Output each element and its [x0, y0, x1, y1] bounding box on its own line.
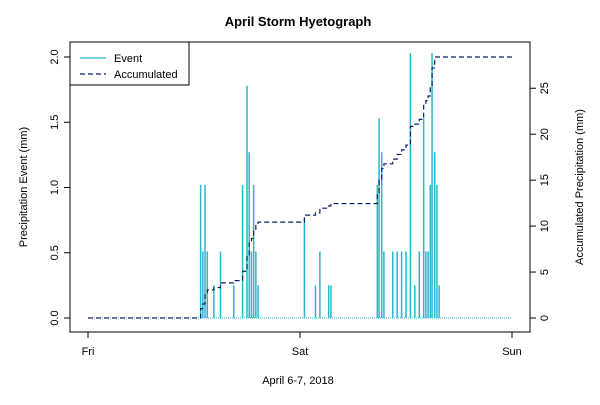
left-tick-label: 0.0 [49, 310, 61, 325]
legend: Event Accumulated [69, 41, 190, 86]
right-axis-label: Accumulated Precipitation (mm) [574, 109, 586, 265]
right-tick-label: 20 [539, 128, 551, 140]
legend-event-label: Event [114, 53, 142, 65]
right-tick-label: 10 [539, 220, 551, 232]
right-tick-label: 15 [539, 174, 551, 186]
left-axis-label: Precipitation Event (mm) [18, 127, 30, 247]
left-tick-label: 1.0 [49, 180, 61, 195]
x-tick-label: Fri [82, 346, 95, 358]
right-tick-label: 5 [539, 269, 551, 275]
left-tick-label: 2.0 [49, 49, 61, 64]
chart-title: April Storm Hyetograph [225, 14, 372, 29]
right-tick-label: 0 [539, 315, 551, 321]
accumulated-line [88, 56, 512, 319]
x-tick-label: Sat [292, 346, 309, 358]
legend-box [69, 41, 190, 86]
x-axis-label: April 6-7, 2018 [262, 375, 334, 387]
legend-accumulated-label: Accumulated [114, 69, 178, 81]
left-tick-label: 1.5 [49, 115, 61, 130]
right-y-axis: 0 5 10 15 20 25 [529, 82, 551, 321]
event-bars [88, 53, 512, 319]
left-y-axis: 0.0 0.5 1.0 1.5 2.0 [49, 49, 71, 326]
right-tick-label: 25 [539, 82, 551, 94]
x-axis: Fri Sat Sun [82, 331, 522, 358]
left-tick-label: 0.5 [49, 245, 61, 260]
x-tick-label: Sun [502, 346, 522, 358]
